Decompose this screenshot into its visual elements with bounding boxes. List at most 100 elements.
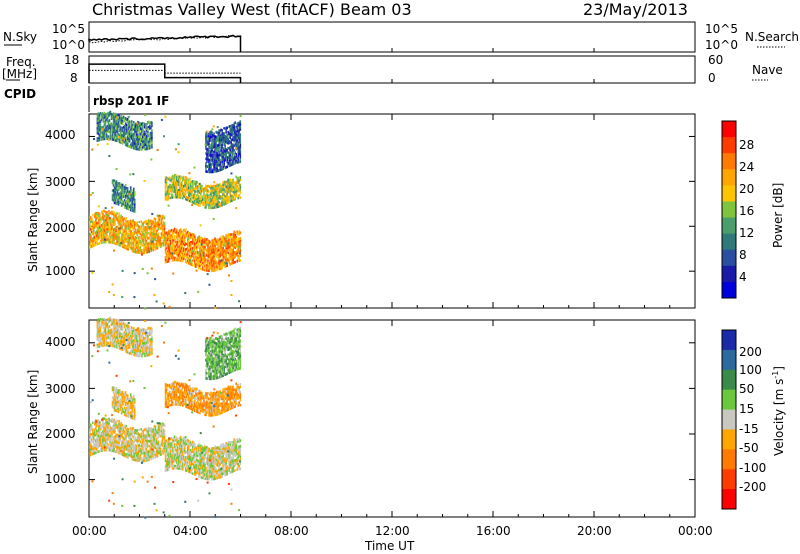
velocity-cell — [186, 448, 189, 452]
velocity-cell — [199, 455, 201, 458]
power-cell — [121, 296, 124, 299]
power-cell — [197, 194, 199, 198]
velocity-cell — [128, 397, 131, 401]
power-cell — [222, 134, 224, 138]
power-cell — [169, 247, 172, 250]
power-cell — [100, 239, 102, 242]
velocity-cell — [120, 402, 123, 406]
velocity-cell — [126, 448, 128, 451]
velocity-cell — [89, 431, 91, 434]
power-cell — [131, 224, 134, 227]
power-cell — [214, 188, 216, 191]
power-cell — [218, 196, 220, 199]
power-cell — [112, 198, 115, 202]
power-cell — [239, 148, 242, 151]
power-cell — [171, 186, 174, 189]
power-cell — [152, 241, 155, 245]
velocity-cell — [144, 433, 147, 437]
velocity-cell — [110, 436, 112, 440]
power-cell — [188, 199, 191, 203]
velocity-cell — [110, 419, 112, 423]
velocity-cell — [165, 469, 168, 472]
power-cell — [186, 198, 189, 202]
velocity-cell — [184, 456, 187, 459]
velocity-cell — [216, 463, 218, 467]
power-cell — [210, 197, 212, 200]
power-cell — [95, 236, 97, 240]
power-cell — [200, 253, 202, 257]
power-cell — [214, 148, 216, 152]
velocity-cell — [190, 468, 192, 472]
power-cell — [164, 185, 167, 189]
power-cell — [157, 244, 160, 247]
power-cell — [108, 138, 111, 141]
power-cell — [237, 134, 240, 137]
power-cell — [137, 230, 140, 233]
velocity-cell — [205, 475, 207, 478]
power-cell — [160, 232, 163, 235]
power-cell — [232, 258, 235, 262]
velocity-cell — [115, 421, 117, 424]
power-cell — [96, 234, 98, 238]
power-cell — [199, 264, 201, 268]
power-cell — [178, 252, 181, 255]
power-cell — [167, 204, 170, 207]
velocity-cell — [152, 438, 155, 442]
power-cell — [230, 194, 232, 198]
power-cell — [142, 251, 145, 255]
power-cell — [140, 138, 142, 141]
power-cell — [110, 127, 113, 131]
power-cell — [232, 183, 235, 186]
power-cell — [114, 194, 117, 197]
power-cell — [113, 216, 115, 219]
velocity-cell — [125, 432, 127, 436]
power-cell — [230, 158, 232, 161]
power-cell — [132, 139, 135, 143]
power-cell — [150, 232, 153, 235]
power-cell — [225, 155, 227, 159]
velocity-cell — [157, 445, 160, 448]
power-cell — [132, 135, 135, 138]
velocity-cell — [96, 432, 98, 435]
power-cell — [132, 173, 135, 176]
power-cell — [201, 199, 203, 203]
power-cell — [118, 186, 121, 190]
power-cell — [219, 247, 221, 250]
power-cell — [224, 137, 226, 140]
power-cell — [175, 178, 178, 182]
velocity-cell — [116, 450, 118, 454]
power-cell — [204, 186, 206, 190]
velocity-cell — [108, 433, 110, 436]
power-cell — [234, 121, 237, 125]
power-cell — [227, 185, 229, 188]
power-cell — [118, 117, 121, 120]
power-cell — [111, 133, 114, 136]
power-cell — [125, 141, 128, 144]
velocity-cell — [142, 443, 145, 446]
velocity-cell — [204, 464, 206, 467]
power-cell — [212, 201, 214, 205]
power-cell — [114, 187, 117, 190]
power-cell — [184, 232, 187, 236]
power-cell — [108, 222, 110, 226]
power-cell — [197, 203, 199, 207]
power-cell — [175, 181, 178, 184]
power-cell — [114, 227, 116, 231]
power-cell — [229, 178, 231, 181]
power-cell — [105, 211, 107, 214]
power-cell — [184, 292, 187, 295]
velocity-cell — [208, 463, 210, 467]
power-cell — [169, 229, 172, 233]
velocity-cell — [213, 477, 215, 481]
velocity-cell — [143, 441, 146, 444]
power-cell — [126, 142, 129, 145]
velocity-cell — [211, 447, 213, 450]
velocity-cell — [220, 471, 222, 474]
power-cell — [193, 193, 195, 196]
power-cell — [224, 237, 226, 240]
power-cell — [131, 237, 134, 240]
power-cell — [166, 243, 169, 246]
velocity-cell — [219, 460, 221, 464]
velocity-cell — [165, 467, 168, 470]
velocity-cell — [207, 465, 209, 468]
